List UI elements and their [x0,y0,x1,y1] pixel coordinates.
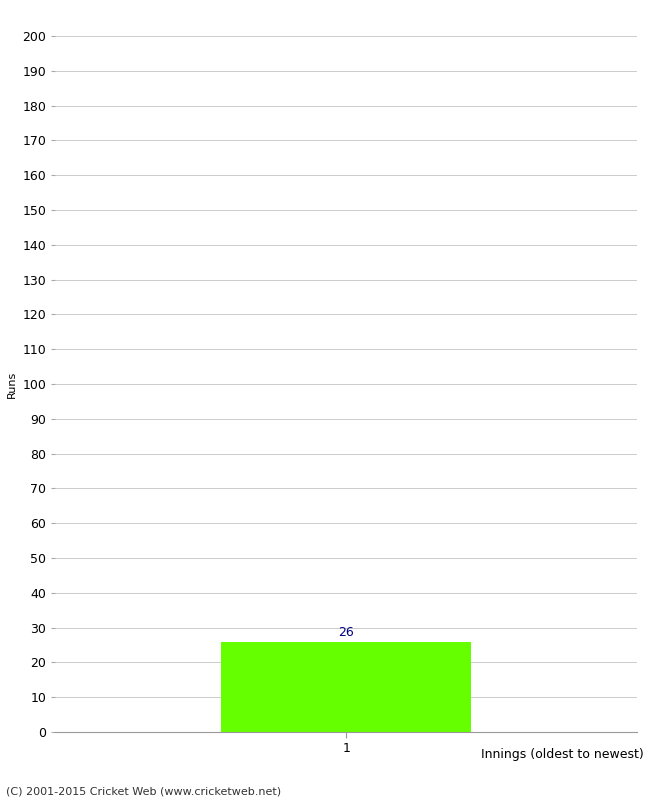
Text: (C) 2001-2015 Cricket Web (www.cricketweb.net): (C) 2001-2015 Cricket Web (www.cricketwe… [6,786,281,796]
Bar [222,642,471,732]
Text: Innings (oldest to newest): Innings (oldest to newest) [481,748,644,761]
Text: 26: 26 [338,626,354,639]
Y-axis label: Runs: Runs [6,370,17,398]
